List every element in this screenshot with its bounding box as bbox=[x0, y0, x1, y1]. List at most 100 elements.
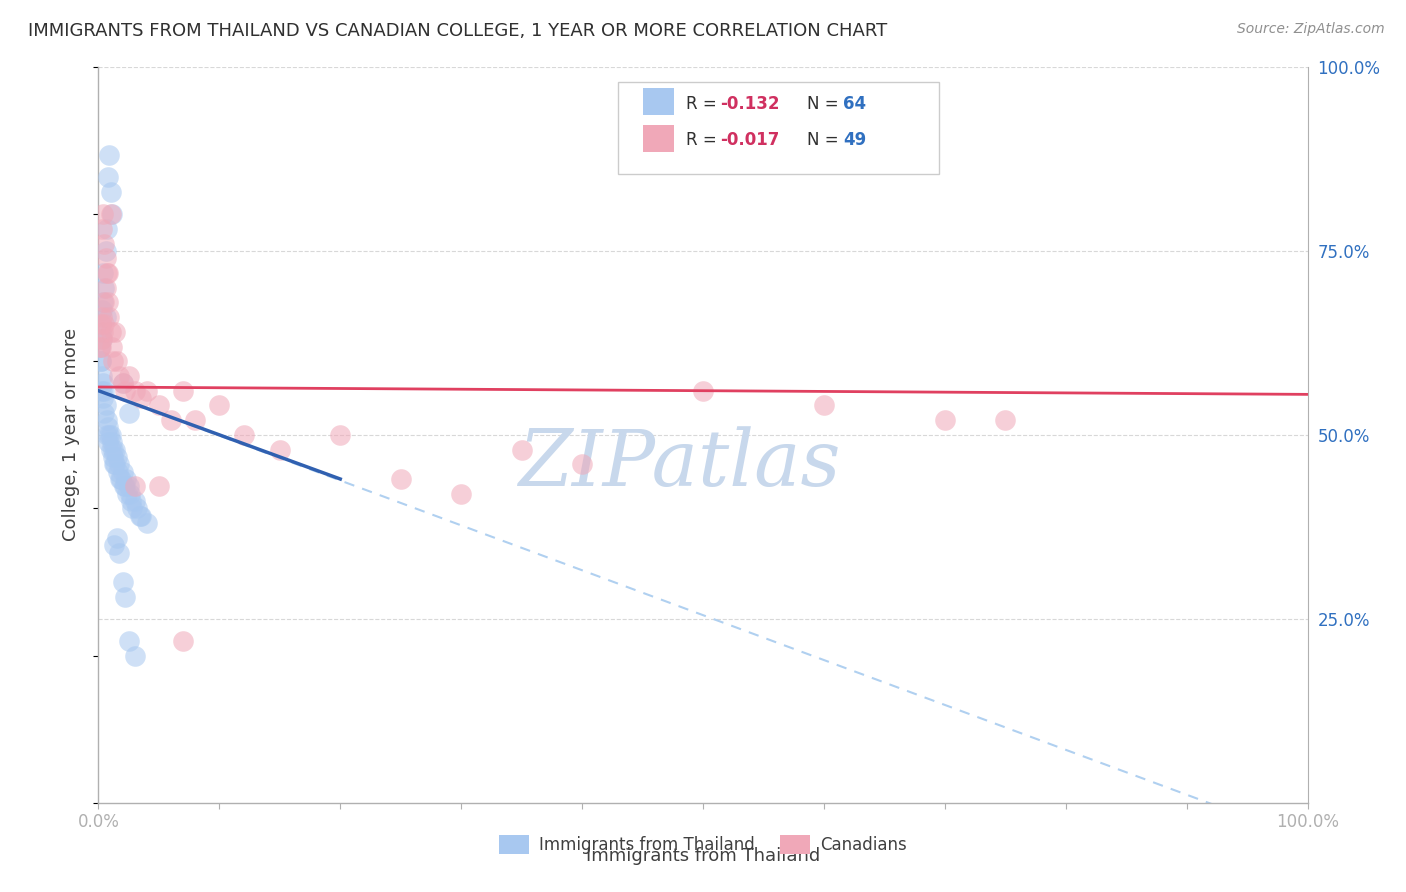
Point bbox=[118, 406, 141, 420]
Point bbox=[104, 457, 127, 471]
Point bbox=[111, 376, 134, 391]
Point bbox=[148, 398, 170, 412]
Point bbox=[114, 590, 136, 604]
Point bbox=[118, 487, 141, 501]
Point bbox=[111, 376, 134, 391]
Text: -0.017: -0.017 bbox=[720, 131, 779, 150]
Point bbox=[94, 281, 117, 295]
Y-axis label: College, 1 year or more: College, 1 year or more bbox=[62, 328, 80, 541]
Point bbox=[994, 413, 1017, 427]
Point bbox=[91, 332, 114, 346]
Point bbox=[118, 369, 141, 384]
Point bbox=[121, 501, 143, 516]
Point bbox=[91, 369, 114, 384]
Point bbox=[104, 325, 127, 339]
Point bbox=[148, 479, 170, 493]
Point bbox=[96, 266, 118, 280]
Point bbox=[100, 427, 122, 442]
Point bbox=[329, 427, 352, 442]
Point bbox=[269, 442, 291, 457]
Point bbox=[100, 185, 122, 199]
Point bbox=[93, 406, 115, 420]
Point bbox=[107, 465, 129, 479]
Point bbox=[114, 479, 136, 493]
Point bbox=[96, 222, 118, 236]
FancyBboxPatch shape bbox=[619, 81, 939, 174]
Point bbox=[90, 354, 112, 368]
Point bbox=[135, 516, 157, 530]
Point bbox=[93, 295, 115, 310]
Point bbox=[91, 332, 114, 346]
Point bbox=[91, 266, 114, 280]
Point bbox=[90, 318, 112, 332]
Point bbox=[101, 354, 124, 368]
Point bbox=[93, 318, 115, 332]
Point bbox=[89, 340, 111, 354]
Point bbox=[160, 413, 183, 427]
Point bbox=[91, 222, 114, 236]
Point bbox=[90, 340, 112, 354]
Point bbox=[135, 384, 157, 398]
Text: 49: 49 bbox=[844, 131, 866, 150]
Point bbox=[93, 236, 115, 251]
Text: -0.132: -0.132 bbox=[720, 95, 779, 112]
Point bbox=[96, 427, 118, 442]
Point bbox=[129, 391, 152, 405]
Point bbox=[510, 442, 533, 457]
Point bbox=[97, 266, 120, 280]
Text: Source: ZipAtlas.com: Source: ZipAtlas.com bbox=[1237, 22, 1385, 37]
Point bbox=[98, 310, 121, 325]
Point bbox=[129, 508, 152, 523]
Point bbox=[100, 340, 122, 354]
Point bbox=[100, 207, 122, 221]
Point bbox=[111, 575, 134, 590]
Point bbox=[124, 648, 146, 663]
Point bbox=[98, 427, 121, 442]
Point bbox=[101, 442, 124, 457]
Point bbox=[112, 479, 135, 493]
Point bbox=[105, 531, 128, 545]
Text: 64: 64 bbox=[844, 95, 866, 112]
Point bbox=[93, 281, 115, 295]
Text: R =: R = bbox=[686, 131, 723, 150]
Point bbox=[108, 369, 131, 384]
FancyBboxPatch shape bbox=[643, 125, 673, 152]
Text: N =: N = bbox=[807, 131, 844, 150]
Point bbox=[100, 442, 122, 457]
Point bbox=[108, 545, 131, 560]
Point bbox=[103, 457, 125, 471]
Point bbox=[97, 170, 120, 185]
FancyBboxPatch shape bbox=[643, 88, 673, 115]
Point bbox=[97, 420, 120, 434]
Point bbox=[91, 391, 114, 405]
Point bbox=[90, 325, 112, 339]
Point bbox=[94, 244, 117, 258]
Point bbox=[124, 479, 146, 493]
Point bbox=[89, 340, 111, 354]
Point bbox=[91, 295, 114, 310]
Point bbox=[172, 384, 194, 398]
Point bbox=[389, 472, 412, 486]
Point bbox=[90, 354, 112, 368]
Point bbox=[93, 384, 115, 398]
Point bbox=[108, 457, 131, 471]
Point bbox=[232, 427, 254, 442]
Point bbox=[105, 354, 128, 368]
Text: IMMIGRANTS FROM THAILAND VS CANADIAN COLLEGE, 1 YEAR OR MORE CORRELATION CHART: IMMIGRANTS FROM THAILAND VS CANADIAN COL… bbox=[28, 22, 887, 40]
Point bbox=[118, 633, 141, 648]
Point bbox=[118, 479, 141, 493]
Point bbox=[94, 252, 117, 266]
Point bbox=[692, 384, 714, 398]
Text: N =: N = bbox=[807, 95, 844, 112]
Legend: Immigrants from Thailand, Canadians: Immigrants from Thailand, Canadians bbox=[492, 828, 914, 861]
Point bbox=[96, 413, 118, 427]
Point bbox=[208, 398, 231, 412]
Point bbox=[813, 398, 835, 412]
Point bbox=[571, 457, 593, 471]
Point bbox=[100, 435, 122, 450]
Point bbox=[120, 494, 142, 508]
Point bbox=[103, 538, 125, 552]
Point bbox=[124, 494, 146, 508]
Point bbox=[127, 501, 149, 516]
Point bbox=[115, 472, 138, 486]
